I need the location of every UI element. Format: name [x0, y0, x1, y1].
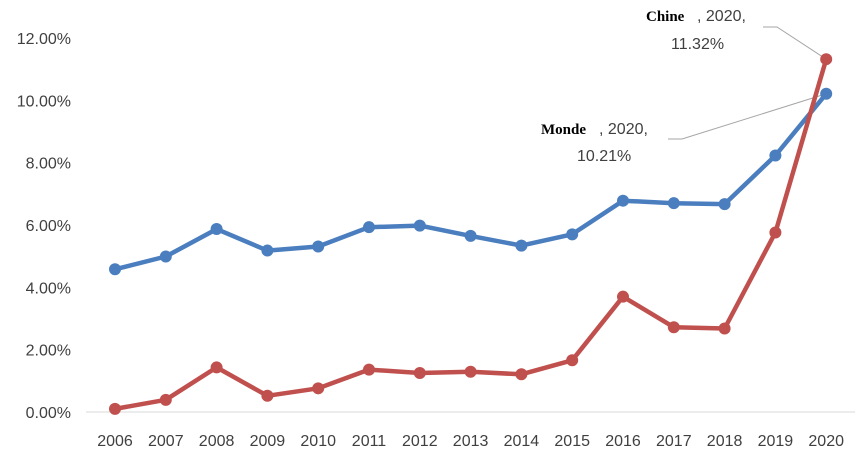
data-point-chine [667, 321, 680, 334]
y-tick-label: 12.00% [17, 31, 71, 48]
series-group [109, 53, 833, 415]
annotation-chine-year: , 2020, [697, 8, 746, 25]
x-tick-label: 2017 [656, 433, 692, 450]
data-point-monde [413, 219, 426, 232]
x-tick-label: 2009 [250, 433, 286, 450]
leader-line-chine [763, 26, 827, 60]
y-axis-ticks: 0.00% 2.00% 4.00% 6.00% 8.00% 10.00% 12.00% [17, 31, 71, 422]
data-point-monde [159, 250, 172, 263]
data-point-chine [515, 368, 528, 381]
data-point-monde [515, 239, 528, 252]
x-tick-label: 2011 [352, 433, 387, 450]
annotation-monde-year: , 2020, [599, 121, 648, 138]
x-tick-label: 2013 [453, 433, 489, 450]
x-tick-label: 2018 [707, 433, 743, 450]
data-point-monde [312, 240, 325, 253]
y-tick-label: 2.00% [26, 343, 71, 360]
data-point-chine [312, 382, 325, 395]
x-axis-ticks: 2006 2007 2008 2009 2010 2011 2012 2013 2014 2015… [97, 433, 844, 450]
x-tick-label: 2014 [504, 433, 540, 450]
data-point-monde [820, 87, 833, 100]
data-point-monde [210, 223, 223, 236]
data-point-chine [820, 53, 833, 66]
y-tick-label: 6.00% [26, 218, 71, 235]
data-point-monde [109, 263, 121, 276]
annotation-chine-value: 11.32% [671, 36, 724, 53]
series-line-monde [112, 91, 829, 272]
data-point-chine [109, 402, 121, 415]
x-tick-label: 2007 [148, 433, 184, 450]
y-tick-label: 8.00% [26, 156, 71, 173]
annotation-monde-name: Monde [541, 122, 586, 138]
data-point-chine [464, 365, 477, 378]
leader-line-monde [668, 93, 827, 140]
data-point-chine [210, 361, 223, 374]
x-tick-label: 2012 [402, 433, 438, 450]
data-point-chine [718, 322, 731, 335]
x-tick-label: 2010 [300, 433, 336, 450]
data-point-monde [261, 244, 274, 257]
data-point-monde [617, 194, 629, 207]
data-point-chine [617, 290, 629, 303]
annotation-monde-value: 10.21% [577, 148, 631, 165]
annotation-chine-name: Chine [646, 9, 685, 25]
data-point-monde [566, 228, 579, 241]
y-tick-label: 10.00% [17, 93, 71, 110]
y-tick-label: 0.00% [26, 405, 71, 422]
data-point-monde [464, 229, 477, 242]
x-tick-label: 2016 [605, 433, 641, 450]
x-tick-label: 2020 [808, 433, 844, 450]
x-tick-label: 2019 [758, 433, 794, 450]
data-point-monde [667, 197, 680, 210]
annotation-leaders [668, 26, 827, 140]
x-tick-label: 2015 [554, 433, 590, 450]
data-point-chine [363, 363, 375, 376]
x-tick-label: 2006 [97, 433, 133, 450]
data-point-chine [413, 367, 426, 380]
data-point-monde [718, 198, 731, 211]
data-point-chine [159, 393, 172, 406]
data-point-chine [261, 389, 274, 402]
x-tick-label: 2008 [199, 433, 235, 450]
data-point-chine [566, 354, 579, 367]
data-point-chine [769, 226, 782, 239]
y-tick-label: 4.00% [26, 280, 71, 297]
data-point-monde [363, 221, 375, 234]
data-point-monde [769, 149, 782, 162]
